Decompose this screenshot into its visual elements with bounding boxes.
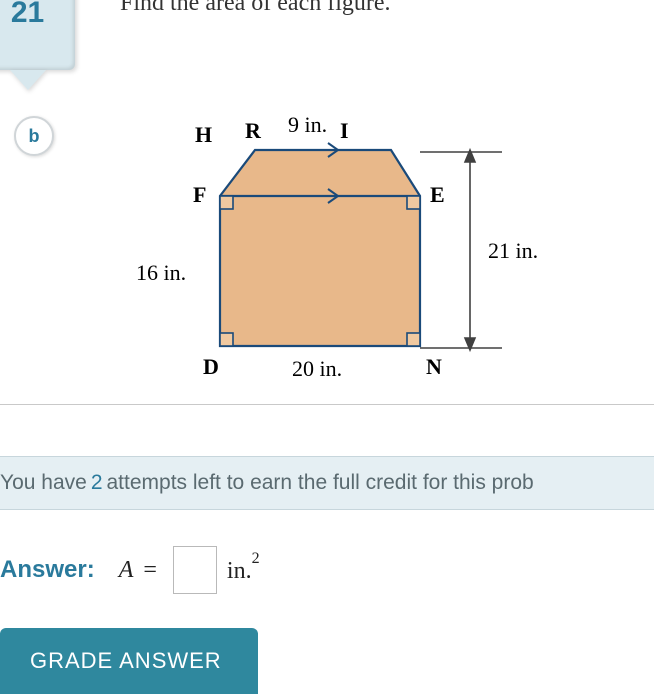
label-e: E xyxy=(430,182,445,208)
section-divider xyxy=(0,404,654,405)
lesson-badge: 21 xyxy=(0,0,75,70)
answer-input[interactable] xyxy=(173,546,217,594)
answer-row: Answer: A = in.2 xyxy=(0,546,260,594)
label-i: I xyxy=(340,118,349,144)
label-h: H xyxy=(195,122,212,148)
label-r: R xyxy=(245,118,261,144)
dim-top: 9 in. xyxy=(288,112,327,138)
answer-var: A xyxy=(119,557,134,584)
attempts-count: 2 xyxy=(91,471,103,495)
dim-bottom: 20 in. xyxy=(292,356,342,382)
part-label: b xyxy=(29,126,40,147)
attempts-prefix: You have xyxy=(0,471,87,495)
composite-shape xyxy=(220,150,420,346)
part-badge: b xyxy=(14,116,54,156)
dim-right: 21 in. xyxy=(488,238,538,264)
lesson-number: 21 xyxy=(11,0,44,30)
answer-eq-sign: = xyxy=(143,557,157,584)
answer-label: Answer: xyxy=(0,556,95,584)
grade-answer-label: GRADE ANSWER xyxy=(30,648,222,674)
label-n: N xyxy=(426,354,442,380)
answer-unit: in.2 xyxy=(227,556,260,585)
dim-left: 16 in. xyxy=(136,260,186,286)
unit-exp: 2 xyxy=(252,550,260,567)
grade-answer-button[interactable]: GRADE ANSWER xyxy=(0,628,258,694)
geometry-figure: H R I F E D N 9 in. 16 in. 20 in. 21 in. xyxy=(100,100,550,390)
problem-prompt: Find the area of each figure. xyxy=(120,0,391,17)
attempts-suffix: attempts left to earn the full credit fo… xyxy=(107,471,534,495)
answer-equation: A = in.2 xyxy=(119,546,260,594)
attempts-bar: You have 2 attempts left to earn the ful… xyxy=(0,456,654,510)
label-d: D xyxy=(203,354,219,380)
label-f: F xyxy=(193,182,206,208)
unit-base: in. xyxy=(227,558,252,584)
figure-svg xyxy=(100,100,550,390)
